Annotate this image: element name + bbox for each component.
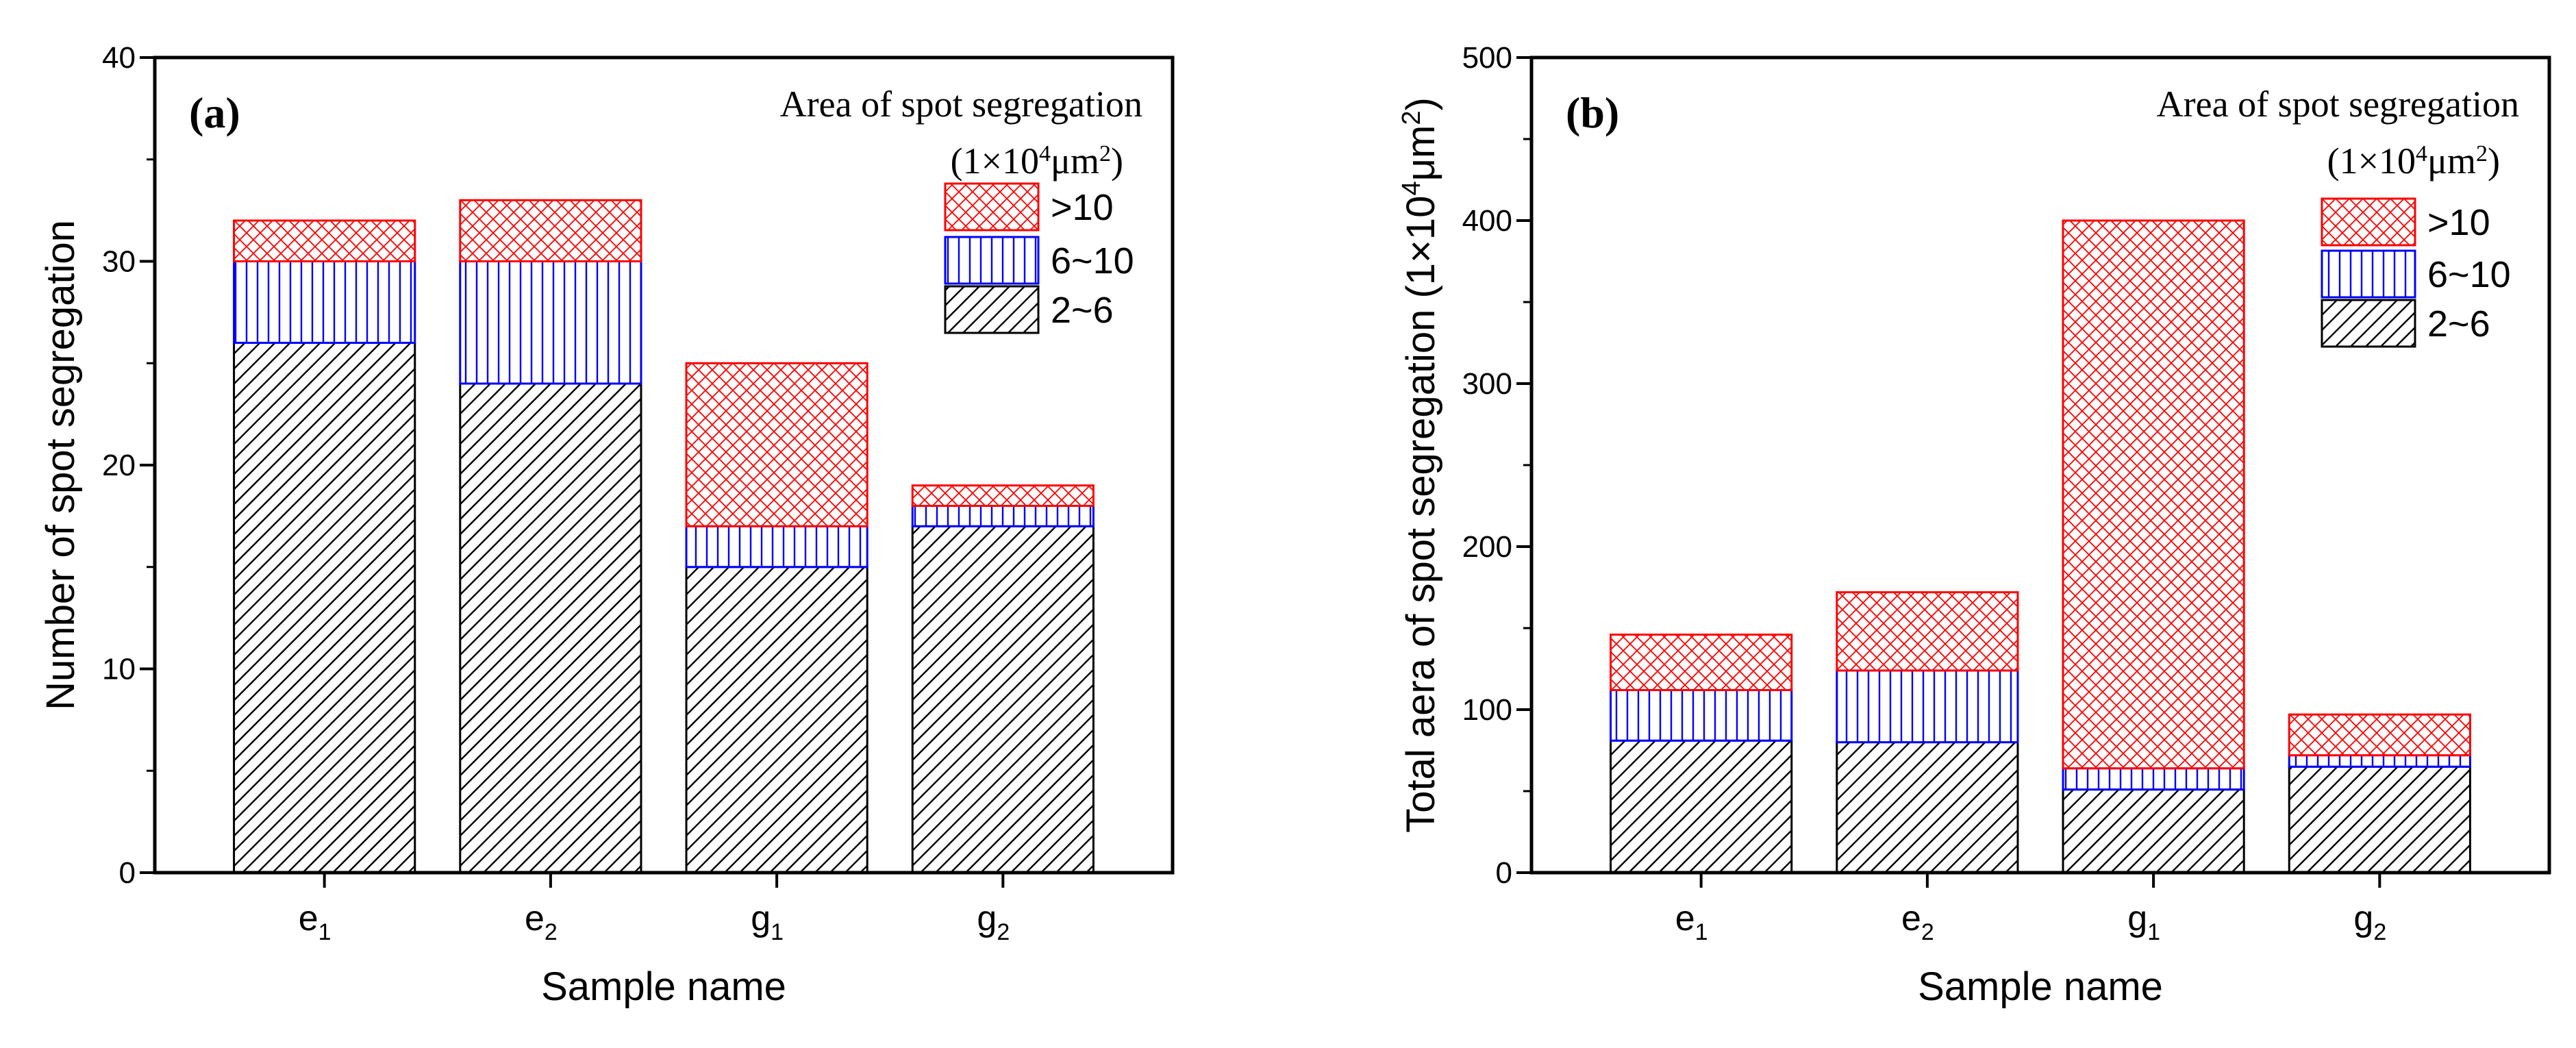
legend-swatch xyxy=(2321,197,2416,247)
bar-segment: 6~10: 4 xyxy=(233,260,416,344)
bars-group: 2~6: 266~10: 4>10: 2 2~6: 246~10: 6>10: 3… xyxy=(233,199,1095,874)
legend-label: >10 xyxy=(2427,202,2490,243)
bar-segment: 6~10: 31 xyxy=(1610,688,1793,742)
y-tick-label: 0 xyxy=(1496,856,1512,890)
y-tick-label: 20 xyxy=(102,449,136,482)
legend: >10 6~10 2~6 xyxy=(944,182,1134,334)
bar-segment: >10: 34 xyxy=(1610,634,1793,691)
y-tick-label: 0 xyxy=(119,856,136,890)
legend: >10 6~10 2~6 xyxy=(2321,197,2511,348)
y-tick-label: 300 xyxy=(1462,367,1512,401)
y-tick-label: 100 xyxy=(1462,693,1512,727)
legend-title: Area of spot segregation xyxy=(780,84,1142,125)
bar-segment: 6~10: 44 xyxy=(1836,669,2019,744)
y-tick-label: 30 xyxy=(102,245,136,279)
panel-label: (b) xyxy=(1566,88,1619,137)
legend-label: 6~10 xyxy=(2427,254,2511,295)
y-tick-label: 500 xyxy=(1462,41,1512,75)
bar-segment: 6~10: 1 xyxy=(911,505,1095,527)
category-label: e1 xyxy=(1675,899,1708,945)
legend-unit: (1×104μm2) xyxy=(2327,140,2500,182)
y-ticks: 0 100 200 300 400 500 xyxy=(1462,41,1531,890)
legend-swatch xyxy=(2321,299,2416,348)
bar-segment: 6~10: 13 xyxy=(2062,767,2245,791)
panel-label: (a) xyxy=(189,88,240,137)
legend-title: Area of spot segregation xyxy=(2157,84,2519,125)
bar-segment: 2~6: 80 xyxy=(1836,741,2019,874)
y-axis-label: Total aera of spot segregation (1×104μm2… xyxy=(1397,97,1443,833)
bar-segment: >10: 2 xyxy=(233,219,416,262)
y-axis-label: Number of spot segregation xyxy=(38,220,83,710)
x-axis-label: Sample name xyxy=(541,964,786,1009)
bar-segment: 2~6: 81 xyxy=(1610,739,1793,874)
category-labels: e1 e2 g1 g2 xyxy=(1675,899,2387,945)
category-label: e2 xyxy=(525,899,558,945)
legend-label: 2~6 xyxy=(2427,303,2490,345)
x-ticks xyxy=(1699,873,2381,888)
bar-segment: >10: 336 xyxy=(2062,219,2245,770)
legend-unit: (1×104μm2) xyxy=(951,140,1123,182)
bar-segment: 2~6: 15 xyxy=(685,566,868,874)
bar-segment: 6~10: 7 xyxy=(2288,754,2471,768)
bar-segment: >10: 48 xyxy=(1836,591,2019,672)
y-tick-label: 400 xyxy=(1462,204,1512,238)
bar-segment: 6~10: 6 xyxy=(459,260,642,385)
legend-swatch xyxy=(944,236,1040,285)
bar-segment: 2~6: 24 xyxy=(459,382,642,874)
category-label: g1 xyxy=(2127,899,2160,945)
bars-group: 2~6: 816~10: 31>10: 342~6: 806~10: 44>10… xyxy=(1610,219,2471,874)
bar-segment: >10: 1 xyxy=(911,484,1095,507)
x-axis-label: Sample name xyxy=(1918,964,2163,1009)
y-ticks: 0 10 20 30 40 xyxy=(102,41,155,890)
category-label: g1 xyxy=(751,899,784,945)
bar-segment: 2~6: 17 xyxy=(911,525,1095,874)
bar-segment: >10: 8 xyxy=(685,362,868,527)
category-label: g2 xyxy=(977,899,1010,945)
bar-segment: >10: 3 xyxy=(459,199,642,262)
category-label: e2 xyxy=(1901,899,1934,945)
legend-label: >10 xyxy=(1051,187,1114,228)
category-label: e1 xyxy=(299,899,332,945)
legend-swatch xyxy=(944,182,1040,232)
bar-segment: 2~6: 26 xyxy=(233,342,416,874)
bar-segment: 6~10: 2 xyxy=(685,525,868,569)
chart-panel-b: 2~6: 816~10: 31>10: 342~6: 806~10: 44>10… xyxy=(1397,41,2551,1009)
y-tick-label: 200 xyxy=(1462,530,1512,564)
bar-segment: 2~6: 51 xyxy=(2062,788,2245,874)
category-label: g2 xyxy=(2353,899,2386,945)
x-ticks xyxy=(323,873,1005,888)
legend-swatch xyxy=(2321,249,2416,299)
legend-label: 2~6 xyxy=(1051,290,1114,331)
category-labels: e1 e2 g1 g2 xyxy=(299,899,1010,945)
y-tick-label: 10 xyxy=(102,653,136,686)
y-tick-label: 40 xyxy=(102,41,136,75)
bar-segment: 2~6: 65 xyxy=(2288,765,2471,874)
bar-segment: >10: 25 xyxy=(2288,713,2471,757)
legend-swatch xyxy=(944,285,1040,334)
legend-label: 6~10 xyxy=(1051,240,1134,282)
chart-panel-a: 2~6: 266~10: 4>10: 2 2~6: 246~10: 6>10: 3… xyxy=(38,41,1175,1009)
